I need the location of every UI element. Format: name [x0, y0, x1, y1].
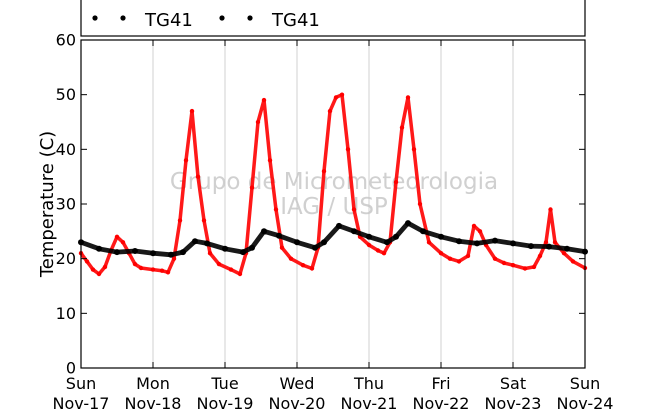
legend-marker-red — [92, 15, 98, 21]
legend-box — [80, 0, 586, 37]
x-axis-ticks: SunNov-17MonNov-18TueNov-19WedNov-20ThuN… — [53, 40, 614, 409]
y-axis-label: Temperature (C) — [37, 131, 58, 278]
red-data-point-trace — [79, 92, 587, 276]
y-axis-ticks: 0 10 20 30 40 50 60 — [56, 31, 585, 378]
y-tick-label: 30 — [56, 195, 76, 214]
x-tick-day-label: Sun — [66, 374, 96, 393]
y-tick-label: 40 — [56, 140, 76, 159]
legend-marker-black — [219, 15, 225, 21]
black-data-point-trace — [78, 220, 588, 258]
x-tick-date-label: Nov-23 — [485, 394, 542, 409]
legend-label-series-1: TG41 — [144, 10, 193, 31]
x-tick-date-label: Nov-19 — [197, 394, 254, 409]
watermark-line-2: IAG / USP — [280, 194, 388, 220]
x-tick-date-label: Nov-21 — [341, 394, 398, 409]
legend: TG41 TG41 — [92, 10, 320, 31]
legend-marker-red — [120, 15, 126, 21]
y-tick-label: 60 — [56, 31, 76, 50]
x-tick-date-label: Nov-24 — [557, 394, 614, 409]
watermark: Grupo de Micrometeorologia IAG / USP — [170, 169, 498, 220]
x-tick-date-label: Nov-20 — [269, 394, 326, 409]
legend-marker-black — [247, 15, 253, 21]
series-black-points — [78, 220, 588, 258]
x-tick-date-label: Nov-22 — [413, 394, 470, 409]
y-tick-label: 20 — [56, 249, 76, 268]
x-tick-date-label: Nov-18 — [125, 394, 182, 409]
grid — [152, 40, 514, 368]
legend-label-series-2: TG41 — [271, 10, 320, 31]
watermark-line-1: Grupo de Micrometeorologia — [170, 169, 498, 195]
x-tick-day-label: Wed — [280, 374, 315, 393]
y-tick-label: 0 — [66, 359, 76, 378]
x-tick-day-label: Mon — [136, 374, 170, 393]
x-tick-day-label: Fri — [431, 374, 450, 393]
y-tick-label: 50 — [56, 85, 76, 104]
x-tick-day-label: Thu — [353, 374, 384, 393]
y-tick-label: 10 — [56, 304, 76, 323]
x-tick-day-label: Tue — [210, 374, 238, 393]
x-tick-day-label: Sun — [570, 374, 600, 393]
x-tick-day-label: Sat — [500, 374, 526, 393]
series-red-points — [78, 92, 588, 277]
x-tick-date-label: Nov-17 — [53, 394, 110, 409]
